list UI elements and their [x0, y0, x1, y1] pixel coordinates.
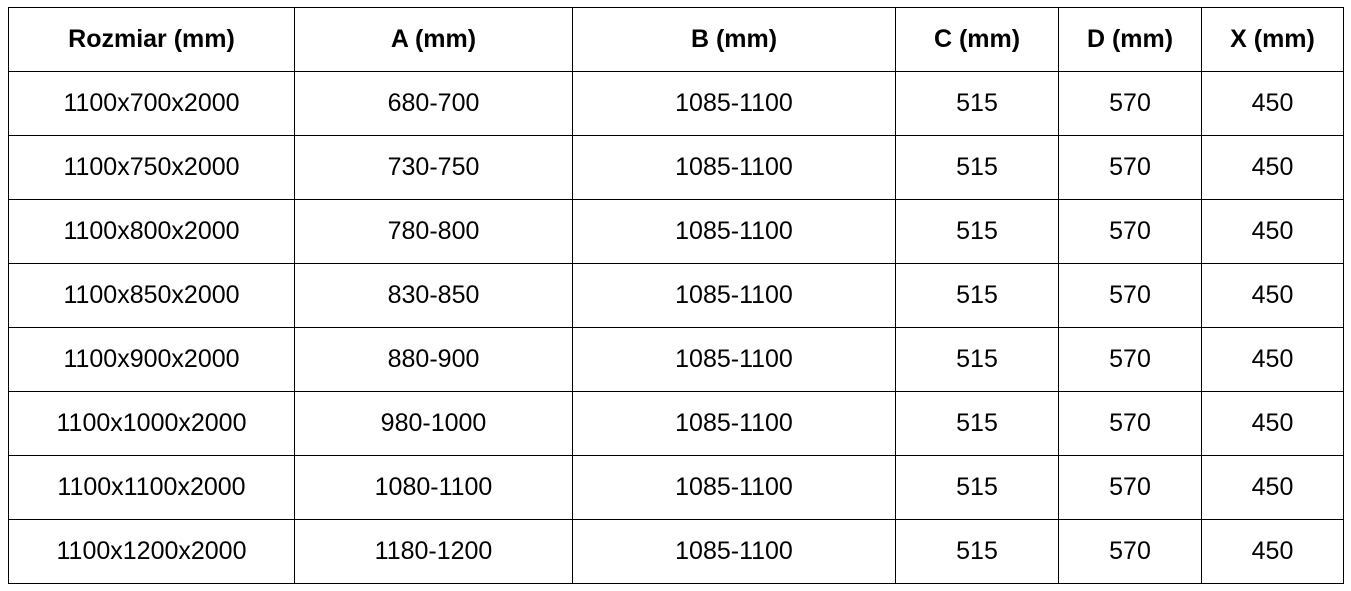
- cell-size: 1100x850x2000: [8, 263, 295, 328]
- table-row: 1100x700x2000 680-700 1085-1100 515 570 450: [8, 71, 1344, 136]
- cell-d: 570: [1058, 519, 1202, 584]
- cell-x: 450: [1201, 327, 1344, 392]
- table-row: 1100x1100x2000 1080-1100 1085-1100 515 570 45…: [8, 455, 1344, 520]
- cell-b: 1085-1100: [572, 327, 896, 392]
- cell-d: 570: [1058, 327, 1202, 392]
- cell-d: 570: [1058, 263, 1202, 328]
- cell-a: 1180-1200: [294, 519, 573, 584]
- cell-b: 1085-1100: [572, 519, 896, 584]
- cell-b: 1085-1100: [572, 71, 896, 136]
- cell-d: 570: [1058, 455, 1202, 520]
- cell-x: 450: [1201, 391, 1344, 456]
- cell-d: 570: [1058, 135, 1202, 200]
- cell-c: 515: [895, 199, 1059, 264]
- cell-x: 450: [1201, 71, 1344, 136]
- cell-x: 450: [1201, 455, 1344, 520]
- header-a: A (mm): [294, 7, 573, 72]
- table-row: 1100x850x2000 830-850 1085-1100 515 570 450: [8, 263, 1344, 328]
- cell-d: 570: [1058, 199, 1202, 264]
- table-row: 1100x1200x2000 1180-1200 1085-1100 515 570 45…: [8, 519, 1344, 584]
- cell-a: 980-1000: [294, 391, 573, 456]
- header-x: X (mm): [1201, 7, 1344, 72]
- cell-b: 1085-1100: [572, 391, 896, 456]
- header-c: C (mm): [895, 7, 1059, 72]
- cell-size: 1100x1200x2000: [8, 519, 295, 584]
- cell-a: 730-750: [294, 135, 573, 200]
- cell-b: 1085-1100: [572, 455, 896, 520]
- cell-size: 1100x750x2000: [8, 135, 295, 200]
- table-body: 1100x700x2000 680-700 1085-1100 515 570 450 11…: [8, 71, 1344, 584]
- cell-a: 1080-1100: [294, 455, 573, 520]
- cell-x: 450: [1201, 135, 1344, 200]
- cell-size: 1100x1000x2000: [8, 391, 295, 456]
- cell-b: 1085-1100: [572, 135, 896, 200]
- header-d: D (mm): [1058, 7, 1202, 72]
- dimensions-table: Rozmiar (mm) A (mm) B (mm) C (mm) D (mm) X (m…: [8, 7, 1344, 584]
- cell-b: 1085-1100: [572, 263, 896, 328]
- header-row: Rozmiar (mm) A (mm) B (mm) C (mm) D (mm) X (m…: [8, 7, 1344, 72]
- cell-c: 515: [895, 519, 1059, 584]
- cell-x: 450: [1201, 199, 1344, 264]
- cell-c: 515: [895, 327, 1059, 392]
- cell-size: 1100x800x2000: [8, 199, 295, 264]
- cell-c: 515: [895, 135, 1059, 200]
- cell-c: 515: [895, 455, 1059, 520]
- cell-a: 680-700: [294, 71, 573, 136]
- cell-d: 570: [1058, 391, 1202, 456]
- table-row: 1100x750x2000 730-750 1085-1100 515 570 450: [8, 135, 1344, 200]
- cell-c: 515: [895, 71, 1059, 136]
- cell-c: 515: [895, 263, 1059, 328]
- cell-size: 1100x1100x2000: [8, 455, 295, 520]
- table-row: 1100x1000x2000 980-1000 1085-1100 515 570 450: [8, 391, 1344, 456]
- header-size: Rozmiar (mm): [8, 7, 295, 72]
- cell-size: 1100x700x2000: [8, 71, 295, 136]
- header-b: B (mm): [572, 7, 896, 72]
- table-row: 1100x900x2000 880-900 1085-1100 515 570 450: [8, 327, 1344, 392]
- cell-x: 450: [1201, 263, 1344, 328]
- cell-c: 515: [895, 391, 1059, 456]
- cell-x: 450: [1201, 519, 1344, 584]
- cell-d: 570: [1058, 71, 1202, 136]
- cell-b: 1085-1100: [572, 199, 896, 264]
- table-row: 1100x800x2000 780-800 1085-1100 515 570 450: [8, 199, 1344, 264]
- cell-size: 1100x900x2000: [8, 327, 295, 392]
- cell-a: 780-800: [294, 199, 573, 264]
- cell-a: 830-850: [294, 263, 573, 328]
- cell-a: 880-900: [294, 327, 573, 392]
